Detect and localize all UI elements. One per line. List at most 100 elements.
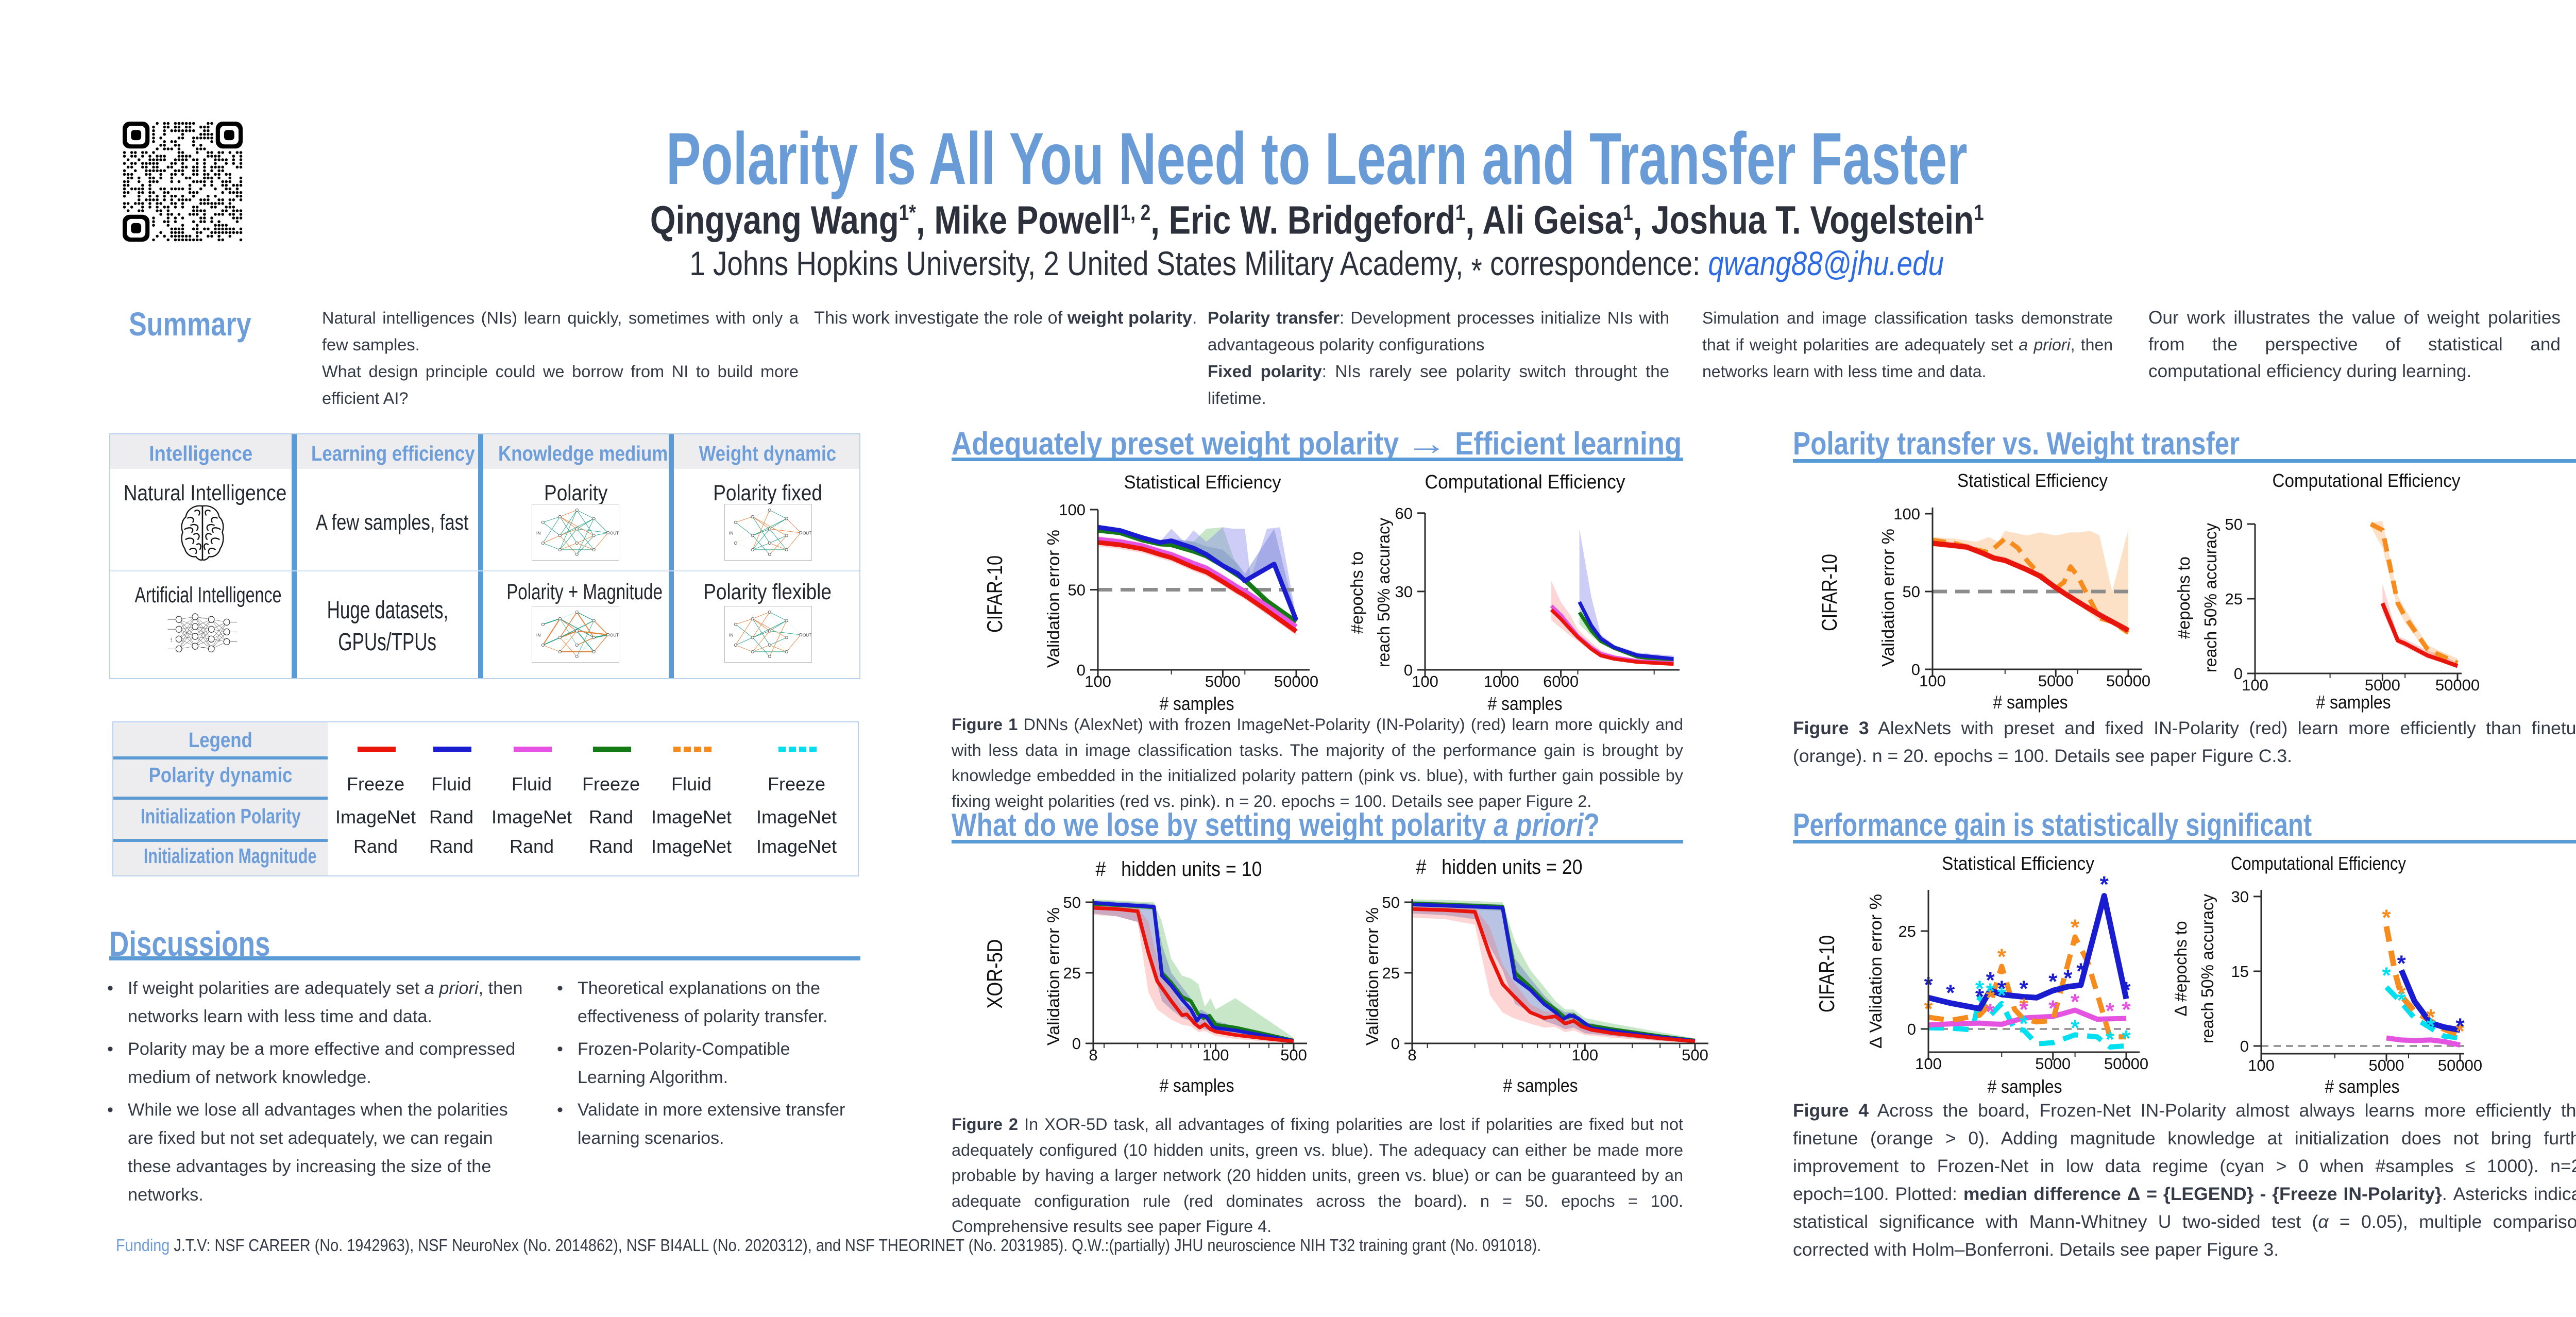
svg-text:Statistical Efficiency: Statistical Efficiency: [1942, 853, 2094, 874]
svg-text:*: *: [2020, 997, 2029, 1022]
svg-text:5000: 5000: [1205, 672, 1241, 690]
svg-text:#epochs to: #epochs to: [2174, 556, 2193, 639]
svg-text:*: *: [2100, 872, 2109, 897]
svg-text:IN: IN: [729, 531, 733, 536]
svg-text:25: 25: [1063, 964, 1081, 982]
svg-text:*: *: [1946, 980, 1955, 1005]
svg-text:Validation error %: Validation error %: [1363, 907, 1382, 1045]
svg-text:*: *: [2063, 966, 2073, 991]
svg-text:# samples: # samples: [1993, 691, 2068, 713]
svg-text:0: 0: [1077, 661, 1086, 679]
svg-text:50: 50: [1068, 581, 1086, 599]
svg-text:IN: IN: [536, 633, 540, 638]
svg-text:100: 100: [1919, 672, 1946, 690]
svg-text:OUT: OUT: [803, 633, 811, 638]
svg-text:# samples: # samples: [2325, 1076, 2400, 1097]
svg-text:*: *: [2397, 982, 2406, 1007]
svg-text:# samples: # samples: [1160, 1075, 1234, 1096]
svg-text:*: *: [1986, 1000, 1995, 1025]
svg-text:reach 50% accuracy: reach 50% accuracy: [2198, 894, 2217, 1043]
svg-text:5000: 5000: [2035, 1055, 2071, 1073]
svg-text:*: *: [2106, 998, 2115, 1023]
svg-text:6000: 6000: [1543, 672, 1579, 690]
svg-text:0: 0: [1911, 661, 1920, 679]
svg-text:0: 0: [1404, 661, 1413, 679]
svg-text:*: *: [1997, 944, 2007, 969]
svg-text:50000: 50000: [2104, 1055, 2148, 1073]
svg-text:*: *: [2427, 1014, 2436, 1039]
svg-text:*: *: [2455, 1019, 2465, 1044]
svg-text:*: *: [2382, 905, 2391, 931]
svg-text:*: *: [2122, 997, 2131, 1022]
svg-text:*: *: [2020, 976, 2029, 1002]
svg-text:reach 50% accuracy: reach 50% accuracy: [2201, 523, 2220, 672]
svg-text:60: 60: [1395, 504, 1413, 522]
svg-text:15: 15: [2231, 963, 2249, 981]
svg-text:*: *: [2076, 959, 2086, 984]
svg-text:# hidden units = 20: # hidden units = 20: [1416, 856, 1583, 879]
svg-text:*: *: [2382, 963, 2391, 988]
svg-text:Validation error %: Validation error %: [1044, 530, 1063, 668]
svg-text:Δ #epochs to: Δ #epochs to: [2171, 921, 2190, 1017]
svg-text:50: 50: [1903, 583, 1920, 601]
svg-text:*: *: [2122, 977, 2131, 1003]
svg-text:50: 50: [2225, 515, 2243, 533]
svg-text:Computational Efficiency: Computational Efficiency: [2231, 853, 2406, 874]
svg-text:# samples: # samples: [1503, 1075, 1578, 1096]
svg-text:Computational Efficiency: Computational Efficiency: [1425, 471, 1625, 493]
svg-text:CIFAR-10: CIFAR-10: [1817, 554, 1841, 631]
svg-text:# samples: # samples: [1988, 1076, 2062, 1097]
svg-text:OUT: OUT: [610, 633, 619, 638]
svg-text:XOR-5D: XOR-5D: [982, 939, 1007, 1009]
svg-text:reach 50% accuracy: reach 50% accuracy: [1374, 518, 1393, 667]
svg-text:Computational Efficiency: Computational Efficiency: [2273, 470, 2461, 491]
svg-text:5000: 5000: [2365, 676, 2400, 694]
svg-text:*: *: [1975, 984, 1985, 1009]
svg-text:#epochs to: #epochs to: [1347, 551, 1366, 634]
svg-text:Δ Validation error %: Δ Validation error %: [1866, 894, 1885, 1049]
svg-text:*: *: [2048, 969, 2058, 994]
svg-text:Validation error %: Validation error %: [1878, 529, 1897, 667]
svg-text:# samples: # samples: [2316, 691, 2391, 713]
svg-text:Validation error %: Validation error %: [1044, 907, 1063, 1045]
svg-text:100: 100: [1202, 1046, 1229, 1064]
svg-text:100: 100: [1084, 672, 1111, 690]
svg-text:25: 25: [1899, 922, 1916, 940]
svg-text:100: 100: [1915, 1055, 1942, 1073]
svg-text:100: 100: [1412, 672, 1438, 690]
svg-text:*: *: [2020, 1011, 2029, 1036]
svg-text:*: *: [1997, 976, 2007, 1002]
svg-text:# samples: # samples: [1160, 693, 1234, 714]
svg-text:*: *: [1986, 968, 1995, 993]
svg-text:*: *: [2397, 988, 2406, 1013]
svg-text:0: 0: [2234, 665, 2243, 683]
svg-text:*: *: [2048, 996, 2058, 1021]
svg-text:IN: IN: [536, 531, 540, 536]
svg-text:100: 100: [1571, 1046, 1598, 1064]
svg-text:25: 25: [2225, 590, 2243, 608]
svg-text:30: 30: [1395, 583, 1413, 601]
svg-text:# samples: # samples: [1488, 693, 1563, 714]
svg-text:0: 0: [1072, 1035, 1081, 1053]
svg-text:50: 50: [1382, 893, 1400, 911]
svg-text:5000: 5000: [2369, 1056, 2404, 1074]
svg-text:CIFAR-10: CIFAR-10: [982, 555, 1007, 633]
svg-text:*: *: [2455, 1014, 2465, 1039]
svg-text:8: 8: [1408, 1046, 1416, 1064]
svg-text:0: 0: [1391, 1035, 1400, 1053]
svg-text:100: 100: [2242, 676, 2268, 694]
svg-text:IN: IN: [729, 633, 733, 638]
svg-text:*: *: [2071, 1016, 2080, 1041]
svg-text:50000: 50000: [1274, 672, 1318, 690]
svg-text:*: *: [2071, 915, 2080, 940]
svg-text:*: *: [2397, 951, 2406, 976]
svg-text:*: *: [1975, 976, 1985, 1002]
svg-text:50000: 50000: [2106, 672, 2150, 690]
svg-text:8: 8: [1089, 1046, 1097, 1064]
svg-text:*: *: [1986, 978, 1995, 1004]
svg-text:Statistical Efficiency: Statistical Efficiency: [1957, 470, 2108, 491]
svg-text:0: 0: [2240, 1037, 2249, 1055]
svg-text:30: 30: [2231, 888, 2249, 906]
svg-text:0: 0: [1907, 1020, 1916, 1038]
svg-text:OUT: OUT: [803, 531, 811, 536]
